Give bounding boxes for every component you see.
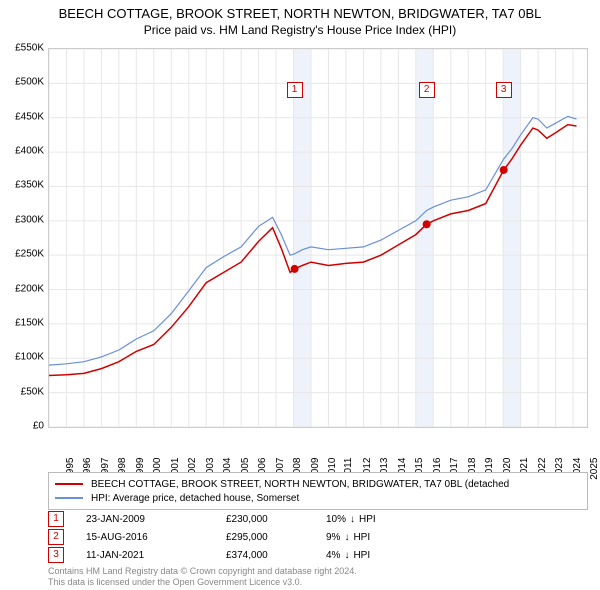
chart-container: BEECH COTTAGE, BROOK STREET, NORTH NEWTO…	[0, 0, 600, 590]
y-tick-label: £0	[33, 421, 44, 432]
chart-marker-1: 1	[287, 82, 303, 98]
arrow-down-icon: ↓	[344, 550, 349, 561]
marker-delta-label: HPI	[359, 514, 376, 525]
y-tick-label: £50K	[21, 386, 44, 397]
chart-marker-3: 3	[496, 82, 512, 98]
marker-price: £230,000	[226, 514, 326, 525]
arrow-down-icon: ↓	[350, 514, 355, 525]
legend-swatch-hpi	[55, 497, 83, 499]
y-tick-label: £250K	[15, 249, 44, 260]
legend-label-property: BEECH COTTAGE, BROOK STREET, NORTH NEWTO…	[91, 479, 509, 490]
marker-number: 1	[48, 511, 64, 527]
y-tick-label: £350K	[15, 180, 44, 191]
y-tick-label: £200K	[15, 283, 44, 294]
y-tick-label: £150K	[15, 317, 44, 328]
marker-row: 2 15-AUG-2016£295,0009% ↓ HPI	[48, 528, 588, 546]
marker-price: £295,000	[226, 532, 326, 543]
y-tick-label: £400K	[15, 146, 44, 157]
marker-delta-pct: 4%	[326, 550, 340, 561]
marker-number: 2	[48, 529, 64, 545]
footer-line-1: Contains HM Land Registry data © Crown c…	[48, 566, 357, 577]
plot-svg	[49, 49, 587, 427]
y-tick-label: £500K	[15, 77, 44, 88]
marker-date: 11-JAN-2021	[86, 550, 226, 561]
chart-marker-2: 2	[419, 82, 435, 98]
marker-delta: 4% ↓ HPI	[326, 550, 370, 561]
x-axis-labels: 1995199619971998199920002001200220032004…	[48, 430, 588, 470]
y-axis-labels: £0£50K£100K£150K£200K£250K£300K£350K£400…	[0, 48, 46, 428]
legend-label-hpi: HPI: Average price, detached house, Some…	[91, 493, 299, 504]
marker-delta-label: HPI	[353, 550, 370, 561]
marker-delta: 9% ↓ HPI	[326, 532, 370, 543]
legend-item-property: BEECH COTTAGE, BROOK STREET, NORTH NEWTO…	[55, 477, 581, 491]
arrow-down-icon: ↓	[344, 532, 349, 543]
y-tick-label: £300K	[15, 214, 44, 225]
footer-line-2: This data is licensed under the Open Gov…	[48, 577, 357, 588]
marker-table: 1 23-JAN-2009£230,00010% ↓ HPI 2 15-AUG-2016£…	[48, 510, 588, 564]
marker-date: 15-AUG-2016	[86, 532, 226, 543]
title-line-2: Price paid vs. HM Land Registry's House …	[0, 23, 600, 37]
plot-area: 1 2 3	[48, 48, 588, 428]
marker-delta-pct: 9%	[326, 532, 340, 543]
titles: BEECH COTTAGE, BROOK STREET, NORTH NEWTO…	[0, 0, 600, 37]
marker-number: 3	[48, 547, 64, 563]
footer: Contains HM Land Registry data © Crown c…	[48, 566, 357, 588]
marker-row: 1 23-JAN-2009£230,00010% ↓ HPI	[48, 510, 588, 528]
title-line-1: BEECH COTTAGE, BROOK STREET, NORTH NEWTO…	[0, 6, 600, 21]
legend-swatch-property	[55, 483, 83, 485]
x-tick-label: 2025	[589, 458, 600, 480]
legend: BEECH COTTAGE, BROOK STREET, NORTH NEWTO…	[48, 472, 588, 510]
marker-price: £374,000	[226, 550, 326, 561]
marker-delta-pct: 10%	[326, 514, 346, 525]
marker-delta: 10% ↓ HPI	[326, 514, 376, 525]
marker-delta-label: HPI	[353, 532, 370, 543]
y-tick-label: £450K	[15, 111, 44, 122]
y-tick-label: £100K	[15, 352, 44, 363]
y-tick-label: £550K	[15, 43, 44, 54]
marker-date: 23-JAN-2009	[86, 514, 226, 525]
marker-row: 3 11-JAN-2021£374,0004% ↓ HPI	[48, 546, 588, 564]
legend-item-hpi: HPI: Average price, detached house, Some…	[55, 491, 581, 505]
